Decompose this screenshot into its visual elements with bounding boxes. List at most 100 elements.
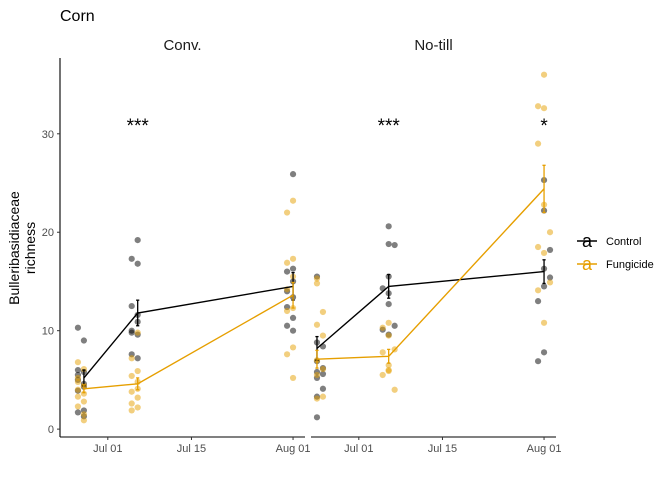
data-point <box>534 103 542 110</box>
data-point <box>319 332 327 339</box>
data-point <box>74 378 82 385</box>
data-point <box>319 370 327 378</box>
y-tick-label: 10 <box>42 326 54 338</box>
data-point <box>313 275 321 282</box>
data-point <box>289 197 297 204</box>
y-tick-label: 20 <box>42 227 54 239</box>
data-point <box>134 404 141 411</box>
data-point <box>379 371 386 379</box>
data-point <box>385 240 392 248</box>
legend-label: Control <box>606 236 641 248</box>
data-point <box>74 359 82 366</box>
data-point <box>134 355 141 362</box>
data-point <box>128 302 135 310</box>
data-point <box>385 223 392 230</box>
data-point <box>134 367 141 375</box>
panel-strip-label: Conv. <box>163 37 201 54</box>
data-point <box>379 349 386 356</box>
legend-key-glyph: a <box>582 231 593 251</box>
chart-title: Corn <box>60 8 95 25</box>
significance-label: * <box>540 116 548 137</box>
data-point <box>74 409 82 416</box>
data-point <box>134 260 141 267</box>
data-point <box>540 105 548 112</box>
data-point <box>319 385 327 392</box>
data-point <box>319 308 327 316</box>
data-point <box>80 411 88 418</box>
data-point <box>128 355 135 362</box>
significance-label: *** <box>378 116 401 137</box>
data-point <box>540 71 548 78</box>
legend-label: Fungicide <box>606 259 654 271</box>
mean-line <box>83 285 294 379</box>
data-point <box>313 395 321 402</box>
mean-line <box>316 270 545 349</box>
data-point <box>289 171 297 178</box>
data-point <box>379 324 386 331</box>
data-point <box>289 374 297 382</box>
y-tick-label: 0 <box>48 424 54 436</box>
legend-item-fungicide: a Fungicide <box>577 254 654 274</box>
data-point <box>283 322 291 329</box>
data-point <box>289 344 297 351</box>
series-fungicide-mean-line <box>315 164 546 369</box>
data-point <box>391 322 398 329</box>
panel-conv: Conv. Jul 01 Jul 15 Aug 01 0 10 20 30 *** <box>42 37 311 455</box>
data-point <box>289 265 297 272</box>
data-point <box>546 274 554 281</box>
data-point <box>534 140 542 147</box>
data-point <box>283 307 291 315</box>
data-point <box>534 287 542 294</box>
y-axis-label: Bulleribasidiaceaerichness <box>6 191 38 305</box>
data-point <box>540 319 548 326</box>
data-point <box>534 243 542 251</box>
data-point <box>385 301 392 308</box>
data-point <box>134 237 141 244</box>
x-tick-label: Jul 15 <box>428 443 457 455</box>
data-point <box>283 209 291 216</box>
data-point <box>74 403 82 410</box>
data-point <box>128 255 135 262</box>
data-point <box>391 386 398 393</box>
data-point <box>540 249 548 257</box>
series-fungicide-points <box>74 197 297 424</box>
mean-line <box>83 294 294 390</box>
series-control-points <box>74 171 297 420</box>
data-point <box>283 351 291 358</box>
data-point <box>134 394 141 401</box>
data-point <box>385 319 392 326</box>
significance-label: *** <box>127 116 150 137</box>
data-point <box>540 349 548 356</box>
x-tick-label: Jul 01 <box>93 443 122 455</box>
data-point <box>385 366 392 374</box>
legend: a Control a Fungicide <box>577 231 654 274</box>
data-point <box>289 314 297 321</box>
data-point <box>313 280 321 287</box>
data-point <box>74 386 82 393</box>
series-control-mean-line <box>82 271 295 387</box>
series-fungicide-mean-line <box>82 281 295 394</box>
data-point <box>128 400 135 407</box>
data-point <box>283 268 291 275</box>
mean-line <box>316 188 545 360</box>
data-point <box>540 283 548 290</box>
series-fungicide-points <box>313 71 554 402</box>
data-point <box>319 393 327 400</box>
x-tick-label: Jul 15 <box>177 443 206 455</box>
data-point <box>134 329 141 336</box>
data-point <box>74 324 82 331</box>
data-point <box>546 229 554 236</box>
x-tick-label: Jul 01 <box>344 443 373 455</box>
data-point <box>313 371 321 379</box>
data-point <box>289 255 297 262</box>
data-point <box>128 329 135 336</box>
data-point <box>74 366 82 374</box>
data-point <box>80 417 88 424</box>
y-tick-label: 30 <box>42 129 54 141</box>
series-control-points <box>313 176 554 421</box>
legend-key-glyph: a <box>582 254 593 274</box>
data-point <box>128 388 135 395</box>
panel-strip-label: No-till <box>414 37 452 54</box>
